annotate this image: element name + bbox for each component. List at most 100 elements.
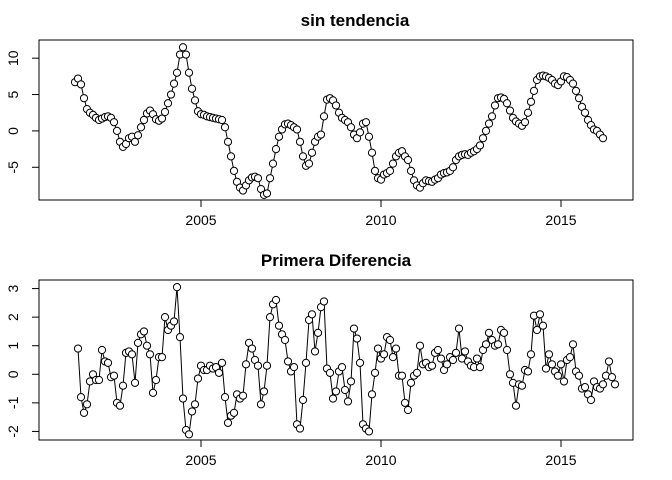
data-point xyxy=(346,377,356,386)
data-point xyxy=(181,50,191,59)
y-tick-label: -2 xyxy=(5,425,21,438)
data-point xyxy=(187,84,197,93)
data-point xyxy=(535,310,545,319)
data-point xyxy=(307,148,317,157)
data-point xyxy=(310,347,320,356)
data-point xyxy=(178,394,188,403)
y-tick-label: 2 xyxy=(5,313,21,321)
data-point xyxy=(268,159,278,168)
data-point xyxy=(520,118,530,127)
data-point xyxy=(403,405,413,415)
data-point xyxy=(610,380,620,389)
data-point xyxy=(76,393,86,402)
panel-sin-tendencia: sin tendencia 2005 2010 2015 -5 0 5 10 xyxy=(5,11,634,228)
data-point xyxy=(133,338,143,347)
y-tick-label: 5 xyxy=(5,90,21,98)
data-point xyxy=(406,166,416,176)
data-point xyxy=(133,131,143,140)
data-point xyxy=(112,126,122,136)
data-point xyxy=(604,357,614,366)
data-point xyxy=(175,333,185,342)
x-tick-label: 2005 xyxy=(185,212,216,228)
data-point xyxy=(241,360,251,369)
data-point xyxy=(448,163,458,172)
data-point xyxy=(247,344,257,353)
data-point xyxy=(127,350,137,359)
data-point xyxy=(139,115,149,125)
data-point xyxy=(523,108,533,117)
data-point xyxy=(109,118,119,127)
data-point xyxy=(313,328,323,337)
data-point xyxy=(355,358,365,367)
data-point xyxy=(331,387,341,396)
y-tick-label: 3 xyxy=(5,284,21,292)
x-tick-label: 2010 xyxy=(365,212,396,228)
data-point xyxy=(166,90,176,99)
data-point xyxy=(331,101,341,110)
data-point xyxy=(511,401,521,410)
data-point xyxy=(355,128,365,137)
data-point xyxy=(301,358,311,367)
data-point xyxy=(217,115,227,125)
data-point xyxy=(379,350,389,359)
data-point xyxy=(184,68,194,77)
data-point xyxy=(529,86,539,96)
chart-title: Primera Diferencia xyxy=(261,251,412,270)
data-point xyxy=(370,166,380,176)
data-point xyxy=(586,395,596,405)
data-point xyxy=(82,400,92,409)
y-tick-label: 1 xyxy=(5,342,21,350)
data-point xyxy=(598,380,608,389)
data-point xyxy=(130,378,140,387)
plot-frame xyxy=(38,39,634,201)
data-point xyxy=(259,387,269,396)
data-point xyxy=(574,94,584,103)
data-point xyxy=(487,112,497,121)
data-point xyxy=(388,353,398,362)
data-point xyxy=(607,373,617,382)
data-point xyxy=(343,397,353,406)
data-point xyxy=(136,123,146,132)
data-point xyxy=(454,324,464,333)
data-point xyxy=(571,86,581,96)
data-point xyxy=(298,152,308,161)
data-point xyxy=(478,134,488,143)
data-point xyxy=(103,358,113,367)
data-point xyxy=(109,371,119,380)
data-point xyxy=(598,134,608,143)
data-point xyxy=(580,108,590,117)
data-point xyxy=(145,350,155,359)
data-point xyxy=(415,341,425,350)
data-point xyxy=(373,344,383,353)
data-point xyxy=(142,341,152,350)
data-point xyxy=(157,114,167,123)
y-axis: -5 0 5 10 xyxy=(5,50,40,173)
data-point xyxy=(523,367,533,376)
data-point xyxy=(262,361,272,370)
data-point xyxy=(547,360,557,369)
panel-primera-diferencia: Primera Diferencia 2005 2010 2015 -2 -1 0 1 2 3 xyxy=(5,251,634,468)
data-point xyxy=(76,80,86,89)
data-point xyxy=(580,383,590,392)
data-point xyxy=(502,345,512,355)
data-point xyxy=(484,328,494,337)
x-axis: 2005 2010 2015 xyxy=(185,199,577,228)
data-point xyxy=(265,313,275,322)
data-point xyxy=(169,79,179,88)
data-point xyxy=(400,398,410,407)
data-point xyxy=(325,368,335,377)
data-point xyxy=(226,152,236,161)
data-point xyxy=(526,350,536,359)
data-point xyxy=(271,144,281,154)
data-point xyxy=(451,348,461,357)
data-point xyxy=(484,119,494,128)
data-point xyxy=(481,340,491,349)
data-point xyxy=(295,424,305,433)
data-point xyxy=(253,174,263,183)
data-point xyxy=(316,130,326,139)
series-points xyxy=(70,43,608,200)
y-tick-label: 0 xyxy=(5,370,21,378)
data-point xyxy=(298,395,308,405)
data-point xyxy=(220,123,230,132)
data-point xyxy=(253,361,263,370)
